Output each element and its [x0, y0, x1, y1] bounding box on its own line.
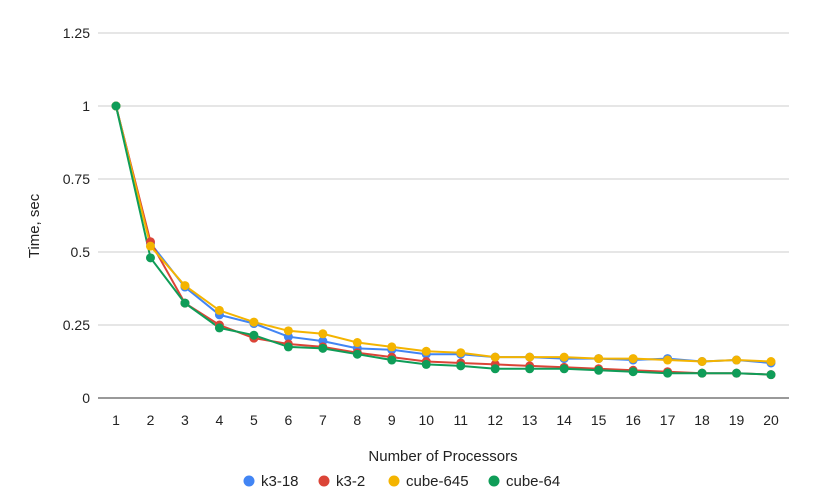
data-point-cube-645 — [180, 281, 190, 291]
data-point-cube-64 — [352, 349, 362, 359]
x-tick-label: 2 — [147, 412, 155, 428]
data-point-cube-645 — [214, 305, 224, 315]
y-tick-label: 1.25 — [63, 25, 90, 41]
data-point-cube-64 — [628, 367, 638, 377]
data-point-cube-64 — [111, 101, 121, 111]
legend-label: k3-18 — [261, 473, 299, 490]
legend-marker — [388, 475, 400, 487]
data-point-cube-645 — [525, 352, 535, 362]
data-point-cube-645 — [559, 352, 569, 362]
data-point-cube-645 — [697, 357, 707, 366]
series-line-cube-64 — [115, 105, 772, 376]
data-point-cube-64 — [732, 368, 742, 378]
legend: k3-18 k3-2 cube-645 cube-64 — [243, 473, 560, 490]
x-tick-label: 18 — [694, 412, 710, 428]
x-tick-label: 19 — [729, 412, 745, 428]
data-point-cube-64 — [594, 365, 604, 375]
x-tick-label: 11 — [453, 412, 468, 428]
data-point-cube-645 — [145, 241, 155, 251]
data-point-cube-645 — [594, 354, 604, 364]
data-point-cube-64 — [318, 343, 328, 353]
data-point-cube-645 — [628, 354, 638, 364]
data-point-cube-645 — [249, 317, 259, 327]
x-tick-label: 8 — [353, 412, 361, 428]
data-point-cube-64 — [525, 364, 535, 374]
data-point-cube-645 — [663, 355, 673, 365]
data-point-cube-64 — [180, 298, 190, 308]
data-point-cube-64 — [766, 370, 776, 380]
series-line-k3-2 — [115, 105, 772, 376]
data-point-cube-64 — [387, 355, 397, 365]
data-point-cube-64 — [214, 323, 224, 333]
data-point-cube-645 — [766, 357, 776, 366]
y-tick-label: 0.5 — [71, 244, 91, 260]
x-tick-label: 9 — [388, 412, 396, 428]
x-tick-label: 17 — [660, 412, 676, 428]
data-point-cube-645 — [421, 346, 431, 356]
x-tick-label: 5 — [250, 412, 258, 428]
legend-marker — [243, 475, 255, 487]
data-point-cube-64 — [663, 368, 673, 378]
data-point-cube-645 — [283, 326, 293, 336]
data-point-cube-645 — [318, 329, 328, 339]
x-tick-label: 3 — [181, 412, 189, 428]
x-tick-label: 6 — [284, 412, 292, 428]
x-tick-label: 12 — [487, 412, 503, 428]
x-tick-label: 10 — [418, 412, 434, 428]
x-axis-ticks: 1 2 3 4 5 6 7 8 9 10 11 12 13 14 15 16 17 18 19 20 — [112, 412, 779, 428]
data-point-cube-645 — [456, 348, 466, 358]
data-point-cube-64 — [697, 368, 707, 378]
x-axis-title: Number of Processors — [368, 448, 517, 465]
y-tick-label: 0.75 — [63, 171, 90, 187]
data-point-cube-645 — [732, 355, 742, 365]
data-point-cube-645 — [387, 342, 397, 352]
x-tick-label: 15 — [591, 412, 607, 428]
data-point-cube-64 — [145, 253, 155, 263]
x-tick-label: 13 — [522, 412, 538, 428]
x-tick-label: 1 — [112, 412, 120, 428]
legend-label: cube-645 — [406, 473, 469, 490]
x-tick-label: 20 — [763, 412, 779, 428]
legend-label: k3-2 — [336, 473, 365, 490]
data-point-cube-64 — [283, 342, 293, 352]
legend-label: cube-64 — [506, 473, 560, 490]
y-tick-label: 1 — [82, 98, 90, 114]
data-point-cube-64 — [421, 359, 431, 369]
y-tick-label: 0.25 — [63, 317, 90, 333]
series-line-cube-645 — [115, 105, 772, 363]
x-tick-label: 7 — [319, 412, 327, 428]
x-tick-label: 16 — [625, 412, 641, 428]
y-axis-title: Time, sec — [26, 193, 43, 258]
data-point-cube-645 — [352, 338, 362, 348]
data-point-cube-64 — [249, 330, 259, 340]
x-tick-label: 4 — [216, 412, 224, 428]
data-point-cube-645 — [490, 352, 500, 362]
gridlines — [98, 32, 789, 399]
series-group — [111, 101, 776, 380]
legend-marker — [488, 475, 500, 487]
x-tick-label: 14 — [556, 412, 572, 428]
data-point-cube-64 — [456, 361, 466, 371]
y-tick-label: 0 — [82, 390, 90, 406]
legend-marker — [318, 475, 330, 487]
y-axis-ticks: 0 0.25 0.5 0.75 1 1.25 — [63, 25, 90, 406]
data-point-cube-64 — [490, 364, 500, 374]
data-point-cube-64 — [559, 364, 569, 374]
